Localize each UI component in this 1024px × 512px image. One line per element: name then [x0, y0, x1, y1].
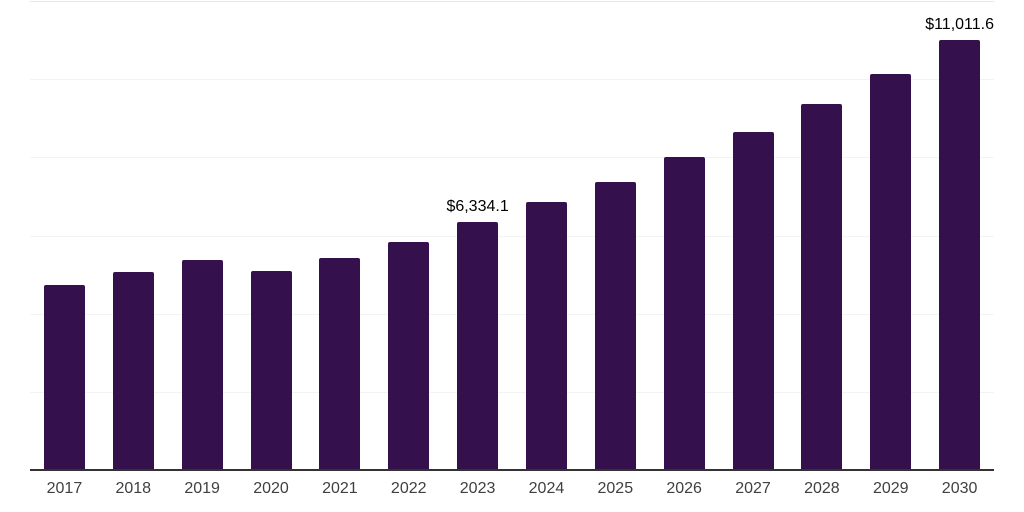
x-tick-label: 2018 — [115, 480, 152, 497]
bar-column: $11,011.6 — [925, 1, 994, 470]
gridline — [30, 1, 994, 2]
bar-column — [581, 1, 650, 470]
bar — [181, 259, 223, 470]
bar-column: $6,334.1 — [443, 1, 512, 470]
plot-area: $6,334.1 $11,011.6 — [30, 1, 994, 471]
gridline — [30, 157, 994, 159]
x-tick-label: 2026 — [666, 480, 702, 497]
bar-column — [99, 1, 168, 470]
bar — [388, 242, 430, 470]
bar-column — [305, 1, 374, 470]
bar — [594, 182, 636, 470]
x-axis-line — [30, 469, 994, 471]
data-label: $11,011.6 — [925, 15, 994, 33]
gridline — [30, 391, 994, 393]
bar — [732, 132, 774, 470]
x-tick-label: 2030 — [941, 480, 978, 497]
x-tick-label: 2027 — [735, 480, 771, 497]
bar — [525, 202, 567, 470]
bar — [250, 271, 292, 470]
gridline — [30, 313, 994, 315]
x-tick-label: 2023 — [459, 480, 496, 497]
bar — [870, 74, 912, 470]
x-tick-label: 2019 — [184, 480, 220, 497]
data-label: $6,334.1 — [446, 198, 509, 216]
bar — [112, 272, 154, 470]
x-tick-label: 2020 — [253, 480, 289, 497]
bar — [43, 284, 85, 470]
gridline — [30, 235, 994, 237]
x-tick-label: 2025 — [597, 480, 634, 497]
bar-column — [787, 1, 856, 470]
bar-column — [719, 1, 788, 470]
x-axis-labels: 2017 2018 2019 2020 2021 2022 2023 2024 2025 2026… — [30, 479, 994, 498]
x-tick-label: 2024 — [528, 480, 565, 497]
bar-column — [374, 1, 443, 470]
x-tick-label: 2028 — [804, 480, 840, 497]
x-tick-label: 2021 — [322, 480, 358, 497]
bar-column — [856, 1, 925, 470]
x-tick-label: 2029 — [872, 480, 909, 497]
x-tick-label: 2022 — [390, 480, 427, 497]
x-tick-label: 2017 — [46, 480, 83, 497]
bar-column — [168, 1, 237, 470]
bar — [939, 39, 981, 470]
bar-column — [237, 1, 306, 470]
bar — [457, 222, 499, 470]
bar-column — [30, 1, 99, 470]
bar-column — [650, 1, 719, 470]
gridline — [30, 79, 994, 81]
bar — [319, 258, 361, 470]
bar — [801, 104, 843, 470]
bar-column — [512, 1, 581, 470]
bar — [663, 157, 705, 470]
bars-container: $6,334.1 $11,011.6 — [30, 1, 994, 470]
